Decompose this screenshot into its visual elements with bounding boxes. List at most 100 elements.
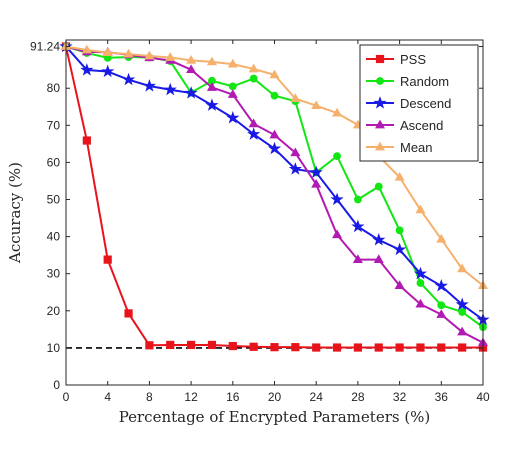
data-point-pss (270, 343, 279, 352)
data-point-random (353, 195, 362, 204)
data-point-ascend (269, 129, 280, 139)
data-point-random (228, 82, 237, 91)
data-point-ascend (352, 254, 363, 263)
data-point-mean (394, 171, 405, 181)
data-point-descend (413, 266, 428, 280)
data-point-pss (416, 343, 425, 352)
data-point-pss (249, 342, 258, 351)
x-tick-label: 4 (104, 390, 111, 404)
data-point-mean (81, 44, 92, 54)
data-point-pss (228, 341, 237, 351)
data-point-mean (436, 233, 447, 243)
y-tick-label: 10 (47, 341, 61, 355)
legend-label: Random (400, 74, 449, 89)
data-point-mean (186, 55, 197, 64)
data-point-ascend (290, 147, 301, 157)
data-point-descend (142, 79, 156, 92)
data-point-mean (415, 204, 426, 214)
legend-swatch-marker (375, 54, 385, 64)
x-tick-label: 20 (268, 390, 282, 404)
y-tick-label: 50 (47, 193, 61, 207)
y-tick-label: 80 (47, 81, 61, 95)
data-point-mean (332, 107, 343, 117)
legend-item-ascend: Ascend (366, 118, 443, 133)
data-point-descend (247, 127, 261, 140)
data-point-random (458, 307, 467, 316)
data-point-ascend (373, 254, 384, 263)
data-point-descend (288, 162, 302, 175)
x-tick-label: 8 (146, 390, 153, 404)
data-point-descend (184, 86, 198, 99)
data-point-pss (437, 343, 446, 352)
data-point-pss (291, 343, 300, 352)
x-tick-label: 40 (476, 390, 490, 404)
legend-swatch-marker (373, 96, 387, 109)
data-point-ascend (186, 64, 197, 74)
data-point-random (395, 226, 404, 235)
x-tick-label: 16 (226, 390, 240, 404)
data-point-ascend (206, 82, 217, 91)
data-point-random (437, 301, 446, 310)
data-point-descend (163, 82, 177, 96)
x-tick-label: 24 (310, 390, 324, 404)
legend-item-descend: Descend (366, 96, 451, 111)
data-point-ascend (436, 309, 447, 318)
data-point-mean (123, 48, 134, 58)
data-point-ascend (332, 229, 343, 239)
data-point-mean (227, 58, 238, 68)
legend-label: PSS (400, 52, 426, 67)
data-point-random (249, 74, 258, 83)
x-tick-label: 12 (184, 390, 198, 404)
y-tick-label: 20 (47, 304, 61, 318)
data-point-pss (353, 343, 362, 352)
data-point-descend (226, 110, 240, 124)
data-point-pss (395, 343, 404, 352)
data-point-mean (269, 69, 280, 79)
data-point-descend (80, 63, 94, 76)
legend: PSS Random Descend Ascend Mean (359, 44, 479, 162)
x-tick-label: 36 (435, 390, 449, 404)
data-point-descend (121, 72, 136, 86)
data-point-mean (144, 50, 155, 60)
legend-label: Descend (400, 96, 451, 111)
data-point-descend (393, 242, 407, 256)
y-tick-label: 91.24 (30, 40, 60, 54)
series-layer (59, 39, 490, 352)
data-point-descend (309, 165, 323, 179)
legend-label: Mean (400, 140, 433, 155)
data-point-mean (165, 52, 176, 61)
data-point-pss (312, 343, 321, 352)
data-point-random (270, 91, 279, 100)
data-point-descend (455, 297, 469, 311)
legend-swatch-marker (374, 141, 386, 151)
legend-item-pss: PSS (366, 52, 426, 67)
legend-item-random: Random (366, 74, 449, 89)
y-axis-label: Accuracy (%) (6, 162, 24, 264)
data-point-ascend (457, 326, 468, 336)
data-point-pss (332, 343, 342, 352)
data-point-descend (372, 233, 386, 246)
y-tick-label: 70 (47, 118, 61, 132)
data-point-mean (290, 93, 301, 102)
x-axis-label: Percentage of Encrypted Parameters (%) (119, 408, 431, 426)
data-point-pss (458, 343, 467, 352)
data-point-mean (457, 263, 468, 273)
data-point-random (416, 279, 425, 287)
y-tick-label: 0 (53, 378, 60, 392)
data-point-pss (145, 341, 154, 350)
data-point-random (374, 182, 383, 191)
y-tick-label: 30 (47, 267, 61, 281)
data-point-mean (311, 100, 322, 110)
data-point-descend (434, 279, 448, 292)
legend-item-mean: Mean (366, 140, 433, 155)
data-point-pss (124, 309, 133, 318)
data-point-pss (374, 343, 383, 352)
data-point-ascend (394, 280, 405, 289)
data-point-mean (248, 63, 259, 73)
x-tick-label: 0 (63, 390, 70, 404)
data-point-descend (330, 192, 344, 206)
data-point-descend (267, 141, 282, 155)
data-point-mean (206, 56, 217, 66)
data-point-descend (205, 98, 219, 111)
